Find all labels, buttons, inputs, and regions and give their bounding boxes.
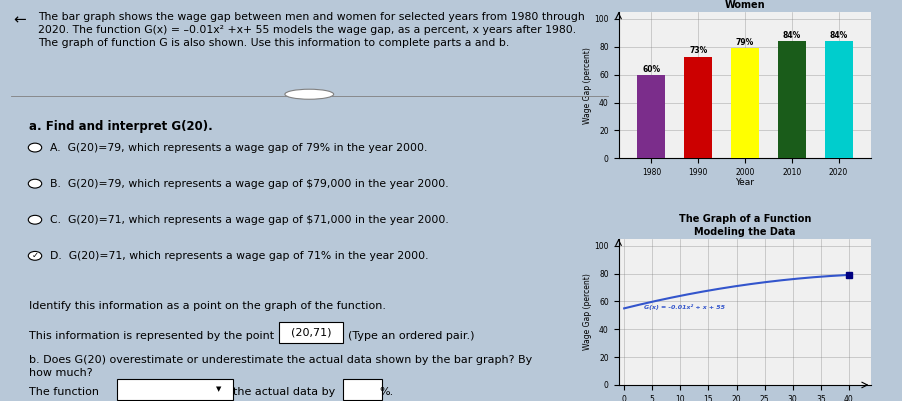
Bar (824, 41, 851, 158)
Bar (777, 41, 805, 158)
Text: ←: ← (14, 12, 26, 27)
Text: 73%: 73% (688, 47, 706, 55)
Text: This information is represented by the point: This information is represented by the p… (29, 331, 277, 341)
FancyBboxPatch shape (117, 379, 233, 400)
Ellipse shape (285, 89, 334, 99)
Y-axis label: Wage Gap (percent): Wage Gap (percent) (582, 273, 591, 350)
FancyBboxPatch shape (343, 379, 382, 400)
FancyBboxPatch shape (279, 322, 343, 343)
Text: ✓: ✓ (32, 251, 39, 260)
X-axis label: Year: Year (734, 178, 754, 187)
Text: ...: ... (306, 91, 312, 97)
Text: b. Does G(20) overestimate or underestimate the actual data shown by the bar gra: b. Does G(20) overestimate or underestim… (29, 355, 531, 378)
Text: The function: The function (29, 387, 99, 397)
Text: 60%: 60% (641, 65, 659, 74)
Circle shape (28, 251, 41, 260)
Title: The Graph of a Function
Modeling the Data: The Graph of a Function Modeling the Dat… (678, 214, 810, 237)
Text: (20,71): (20,71) (290, 328, 331, 337)
Text: Identify this information as a point on the graph of the function.: Identify this information as a point on … (29, 301, 385, 311)
Text: a. Find and interpret G(20).: a. Find and interpret G(20). (29, 120, 212, 133)
Text: The bar graph shows the wage gap between men and women for selected years from 1: The bar graph shows the wage gap between… (38, 12, 584, 49)
Text: ▼: ▼ (216, 387, 221, 392)
Text: the actual data by: the actual data by (233, 387, 335, 397)
Text: A.  G(20)​=​79, which represents a wage gap of 79% in the year 2000.: A. G(20)​=​79, which represents a wage g… (51, 143, 428, 152)
Text: G(x) = -0.01x² + x + 55: G(x) = -0.01x² + x + 55 (643, 304, 724, 310)
Circle shape (28, 179, 41, 188)
Bar (684, 57, 712, 158)
Text: B.  G(20)​=​79, which represents a wage gap of $79,000 in the year 2000.: B. G(20)​=​79, which represents a wage g… (51, 179, 448, 188)
Text: 84%: 84% (782, 31, 800, 40)
Bar (637, 75, 665, 158)
Text: 84%: 84% (829, 31, 847, 40)
Y-axis label: Wage Gap (percent): Wage Gap (percent) (582, 47, 591, 124)
Text: D.  G(20)​=​71, which represents a wage gap of 71% in the year 2000.: D. G(20)​=​71, which represents a wage g… (51, 251, 428, 261)
Circle shape (28, 215, 41, 224)
Text: 79%: 79% (735, 38, 753, 47)
Text: (Type an ordered pair.): (Type an ordered pair.) (341, 331, 474, 341)
Text: %.: %. (379, 387, 393, 397)
Title: Wage Gap Between Men and
Women: Wage Gap Between Men and Women (666, 0, 823, 10)
Circle shape (28, 143, 41, 152)
Text: C.  G(20)​=​71, which represents a wage gap of $71,000 in the year 2000.: C. G(20)​=​71, which represents a wage g… (51, 215, 448, 225)
Bar (730, 48, 759, 158)
